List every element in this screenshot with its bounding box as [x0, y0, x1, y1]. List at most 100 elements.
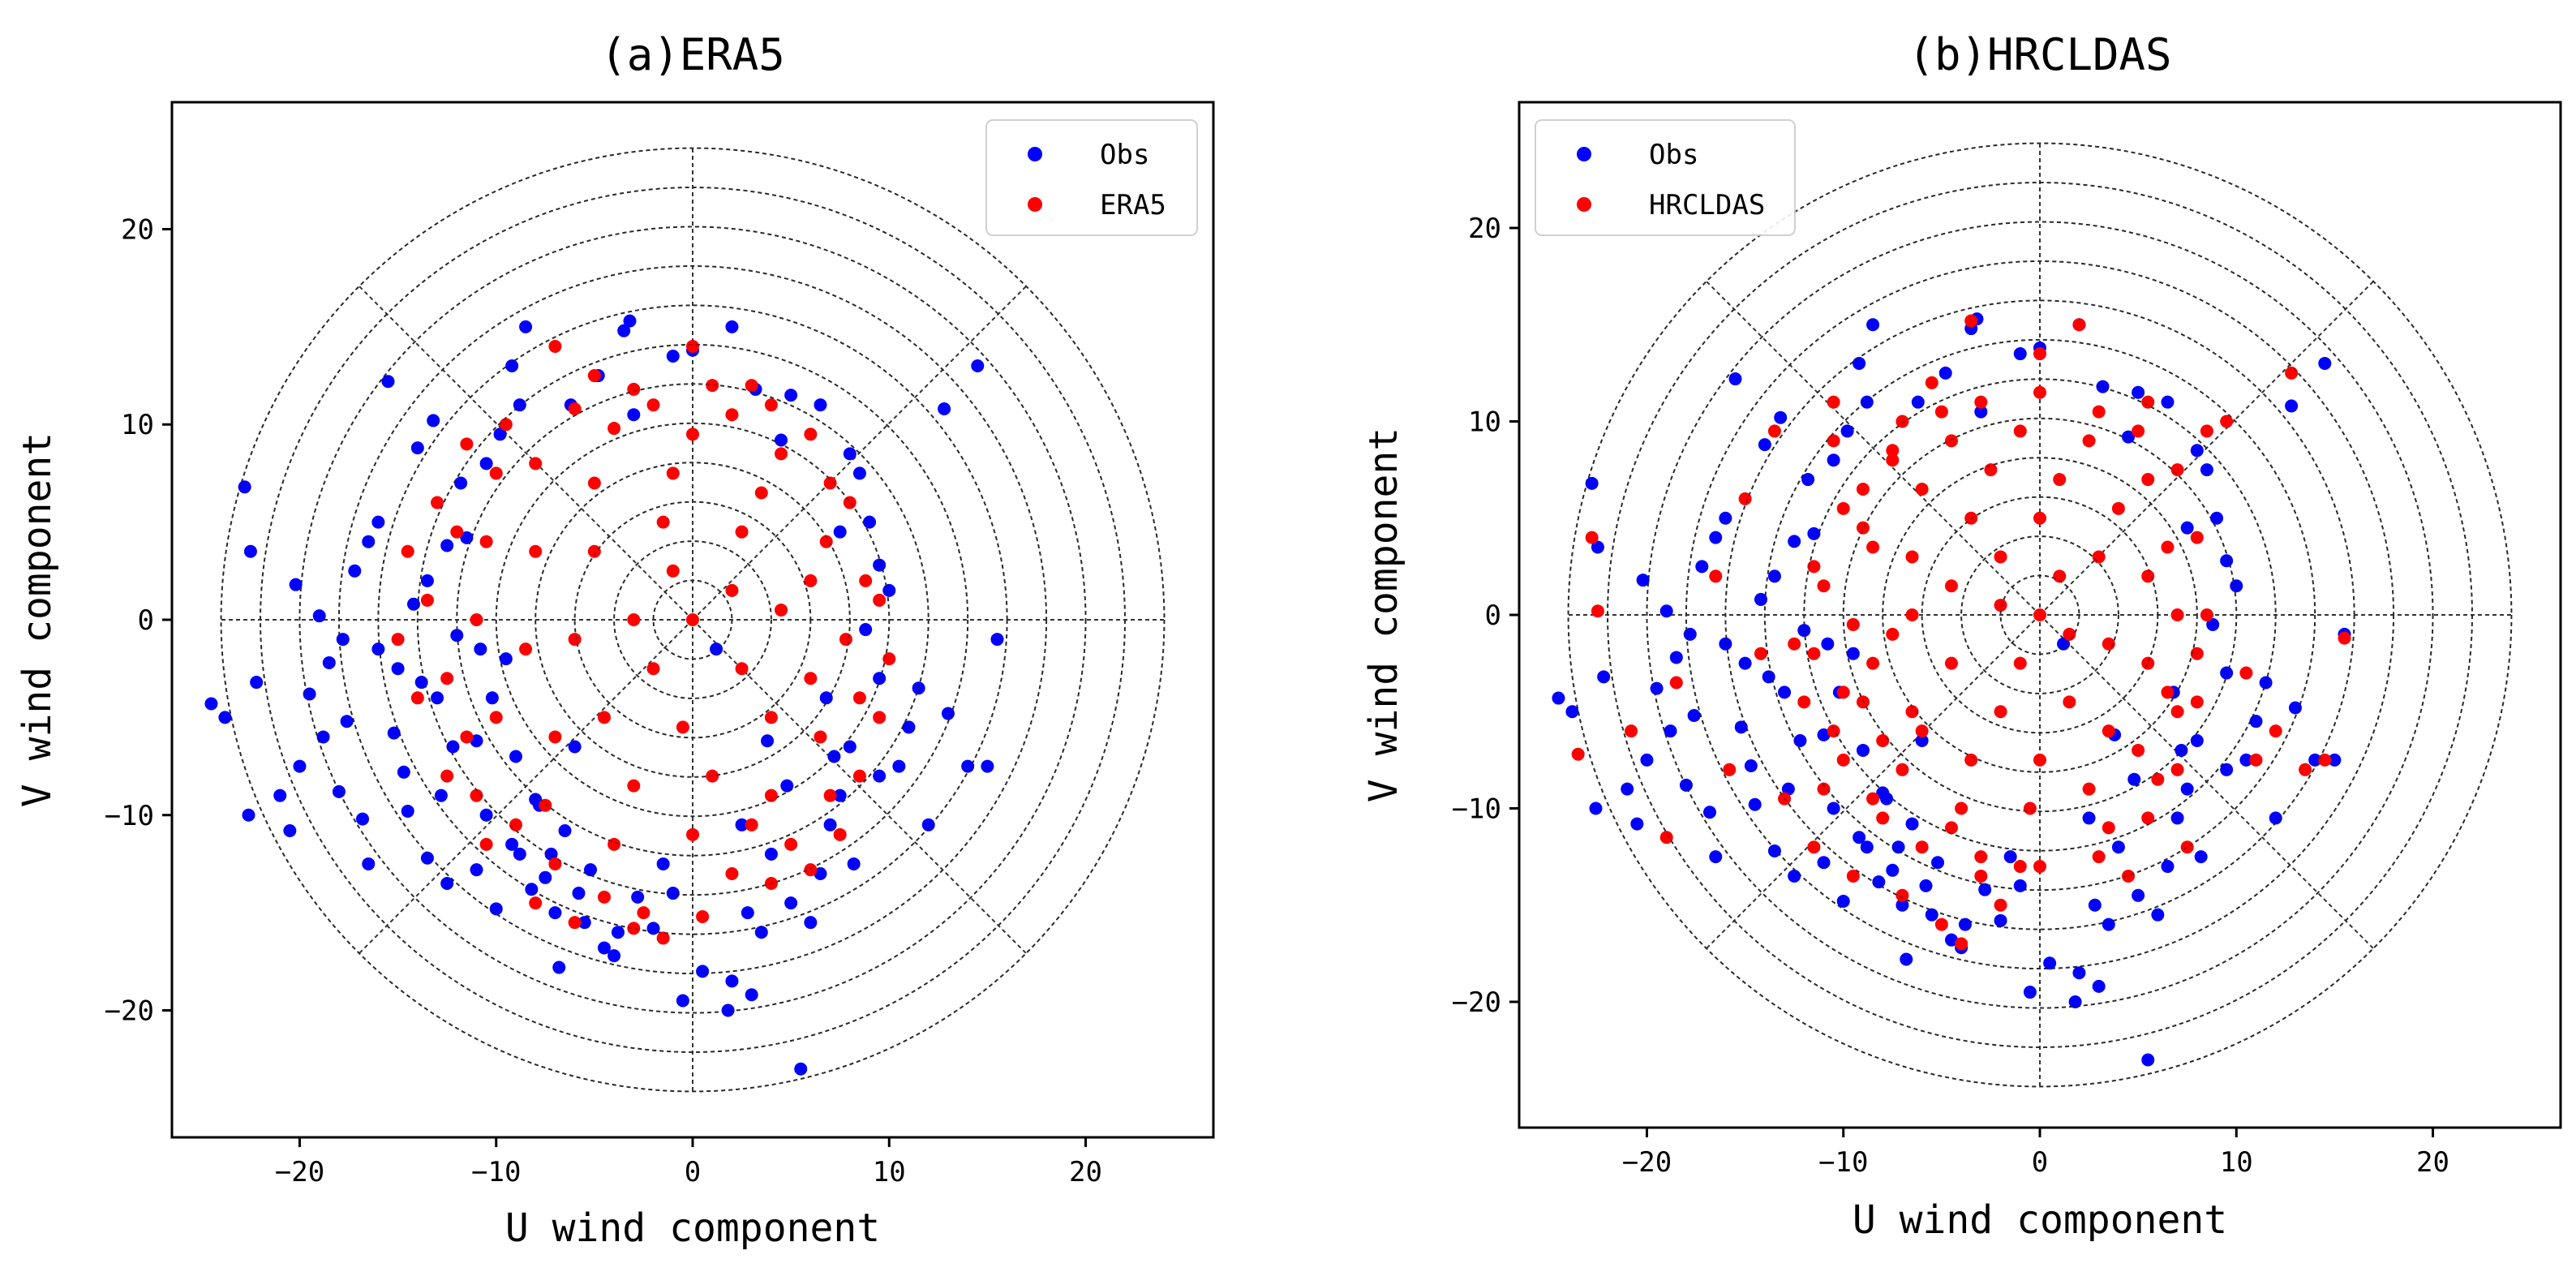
y-tick-label: −20 — [1452, 986, 1501, 1019]
grid-ring-overlay — [652, 579, 733, 660]
y-tick-label: 20 — [1468, 213, 1501, 245]
data-point — [804, 574, 818, 587]
data-point — [539, 870, 552, 884]
data-point — [921, 818, 935, 832]
data-point — [218, 711, 232, 724]
data-point — [2285, 366, 2299, 380]
data-point — [1758, 438, 1771, 452]
data-point — [440, 539, 454, 552]
data-point — [454, 476, 468, 490]
data-point — [355, 812, 369, 826]
data-point — [2092, 850, 2106, 864]
data-point — [627, 408, 641, 422]
data-point — [721, 1003, 735, 1017]
data-point — [823, 789, 837, 802]
data-point — [381, 375, 395, 389]
data-point — [1817, 782, 1831, 796]
data-point — [2023, 986, 2037, 999]
data-point — [2220, 415, 2234, 428]
data-point — [1827, 453, 1840, 467]
data-point — [1856, 743, 1870, 757]
data-point — [847, 857, 861, 870]
data-point — [2170, 811, 2184, 825]
data-point — [568, 916, 582, 930]
data-point — [1846, 869, 1860, 883]
data-point — [2013, 347, 2027, 361]
data-point — [666, 887, 680, 900]
y-tick-label: −10 — [1452, 793, 1501, 825]
data-point — [2122, 430, 2136, 444]
data-point — [2190, 695, 2204, 709]
data-point — [631, 890, 645, 904]
data-point — [2111, 840, 2125, 854]
series-hrcldas — [1571, 314, 2351, 951]
y-axis-label: V wind component — [1361, 428, 1406, 802]
data-point — [2220, 554, 2234, 568]
grid-ring-overlay — [377, 304, 1008, 935]
data-point — [519, 642, 533, 656]
polar-grid-overlay — [220, 147, 1166, 1093]
data-point — [1827, 395, 1840, 409]
data-point — [819, 691, 833, 705]
data-point — [2308, 753, 2322, 767]
data-point — [2033, 511, 2046, 525]
data-point — [2269, 724, 2282, 738]
data-point — [597, 711, 611, 724]
data-point — [873, 558, 887, 572]
data-point — [336, 633, 350, 647]
data-point — [587, 476, 601, 490]
data-point — [2088, 898, 2102, 912]
data-point — [2328, 753, 2342, 767]
data-point — [1896, 763, 1909, 776]
data-point — [1695, 560, 1709, 574]
data-point — [1915, 482, 1929, 496]
data-point — [1597, 670, 1611, 684]
grid-ring-overlay — [1646, 221, 2434, 1009]
data-point — [587, 544, 601, 558]
data-point — [2200, 424, 2213, 438]
data-point — [990, 633, 1004, 647]
data-point — [764, 711, 778, 724]
data-point — [1836, 753, 1850, 767]
data-point — [666, 349, 680, 363]
data-point — [1767, 424, 1781, 438]
x-axis-label: U wind component — [505, 1205, 880, 1251]
x-tick-label: 0 — [685, 1156, 701, 1188]
polar-grid-overlay — [1567, 142, 2513, 1088]
data-point — [1978, 883, 1992, 896]
data-point — [1955, 937, 1968, 951]
y-tick-label: −20 — [105, 995, 154, 1028]
data-point — [1944, 821, 1958, 835]
data-point — [666, 466, 680, 480]
data-point — [509, 818, 522, 832]
data-point — [1659, 831, 1673, 844]
data-point — [1817, 579, 1831, 593]
data-point — [873, 769, 887, 783]
data-point — [340, 715, 354, 728]
data-point — [2082, 434, 2096, 448]
data-point — [1709, 531, 1723, 544]
data-point — [2190, 647, 2204, 660]
chart-title: (b)HRCLDAS — [1908, 29, 2171, 80]
grid-ring-overlay — [613, 540, 772, 699]
data-point — [735, 525, 749, 539]
data-point — [627, 922, 641, 935]
data-point — [617, 324, 631, 337]
data-point — [1669, 651, 1683, 664]
data-point — [242, 808, 255, 822]
data-point — [1891, 840, 1905, 854]
data-point — [2175, 743, 2188, 757]
data-point — [1934, 917, 1948, 931]
data-point — [833, 789, 847, 802]
data-point — [608, 949, 621, 963]
data-point — [1886, 863, 1900, 877]
data-point — [2285, 399, 2299, 413]
data-point — [608, 422, 621, 436]
data-point — [2180, 521, 2194, 535]
data-point — [2180, 840, 2194, 854]
data-point — [371, 642, 385, 656]
data-point — [204, 697, 218, 711]
data-point — [568, 740, 582, 754]
grid-ring-overlay — [1685, 260, 2394, 969]
